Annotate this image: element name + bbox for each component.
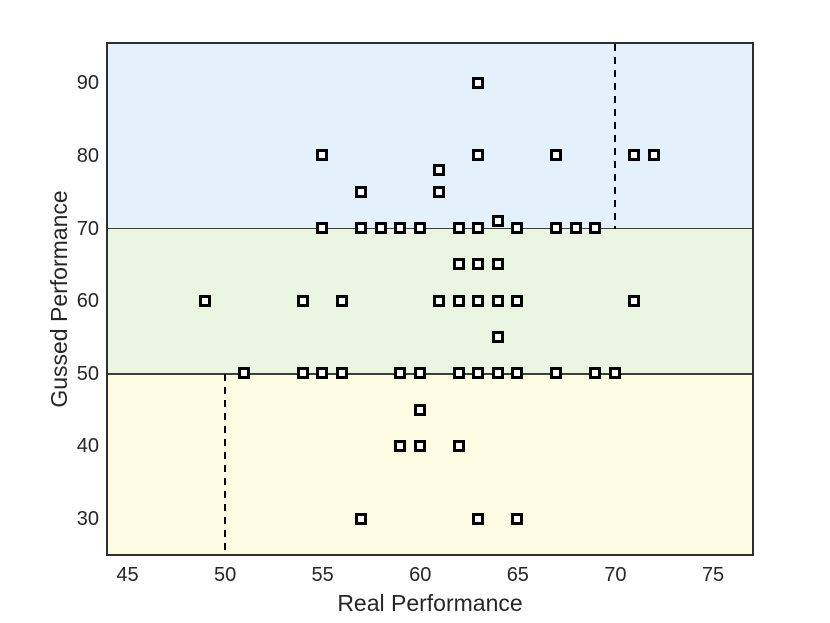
data-point-marker [491,214,504,227]
data-point-marker [550,222,563,235]
data-point-marker [647,149,660,162]
data-point-marker [608,367,621,380]
data-point-marker [394,439,407,452]
data-point-marker [472,512,485,525]
data-point-marker [394,222,407,235]
x-tick-label: 60 [409,564,432,586]
data-point-marker [628,149,641,162]
y-tick-label: 70 [76,217,99,240]
data-point-marker [452,258,465,271]
x-tick-label: 75 [701,564,725,586]
data-point-marker [296,367,309,380]
data-point-marker [491,367,504,380]
data-point-marker [472,367,485,380]
data-point-marker [589,367,602,380]
data-point-marker [433,163,446,176]
data-point-marker [433,294,446,307]
data-point-marker [472,258,485,271]
data-point-marker [511,367,524,380]
data-point-marker [394,367,407,380]
data-point-marker [355,185,368,198]
data-point-marker [569,222,582,235]
data-point-marker [238,367,251,380]
data-point-marker [413,439,426,452]
boundary-line-y70 [108,227,752,230]
data-point-marker [472,76,485,89]
axes-box [106,42,754,556]
x-tick-label: 70 [604,564,627,586]
data-point-marker [550,149,563,162]
data-point-marker [452,439,465,452]
data-point-marker [316,367,329,380]
data-point-marker [511,294,524,307]
data-point-marker [335,367,348,380]
x-tick-label: 55 [311,564,334,586]
lower-band [108,373,752,554]
data-point-marker [491,258,504,271]
data-point-marker [511,512,524,525]
data-point-marker [374,222,387,235]
data-point-marker [199,294,212,307]
x-tick-label: 45 [116,564,139,586]
data-point-marker [628,294,641,307]
data-point-marker [491,331,504,343]
data-point-marker [589,222,602,235]
data-point-marker [355,512,368,525]
data-point-marker [452,367,465,380]
data-point-marker [452,222,465,235]
x-axis-label: Real Performance [337,590,523,616]
data-point-marker [413,367,426,380]
data-point-marker [472,294,485,307]
x-tick-label: 50 [213,564,237,586]
threshold-line-x50-dashed [224,373,227,554]
plot-area [108,44,752,554]
y-tick-label: 90 [76,72,99,95]
y-tick-label: 50 [76,362,99,385]
data-point-marker [433,185,446,198]
threshold-line-x70-dashed [614,44,617,229]
data-point-marker [511,222,524,235]
data-point-marker [316,222,329,235]
y-tick-label: 80 [76,144,99,167]
data-point-marker [355,222,368,235]
data-point-marker [296,294,309,307]
data-point-marker [335,294,348,307]
upper-band [108,44,752,229]
data-point-marker [472,222,485,235]
data-point-marker [452,294,465,307]
middle-band [108,228,752,374]
data-point-marker [550,367,563,380]
y-tick-label: 60 [76,290,99,313]
data-point-marker [491,294,504,307]
x-tick-label: 65 [506,564,529,586]
data-point-marker [413,403,426,416]
data-point-marker [472,149,485,162]
y-tick-label: 30 [76,508,99,531]
y-tick-label: 40 [76,435,99,458]
data-point-marker [316,149,329,162]
boundary-line-y50 [108,373,752,375]
data-point-marker [413,222,426,235]
